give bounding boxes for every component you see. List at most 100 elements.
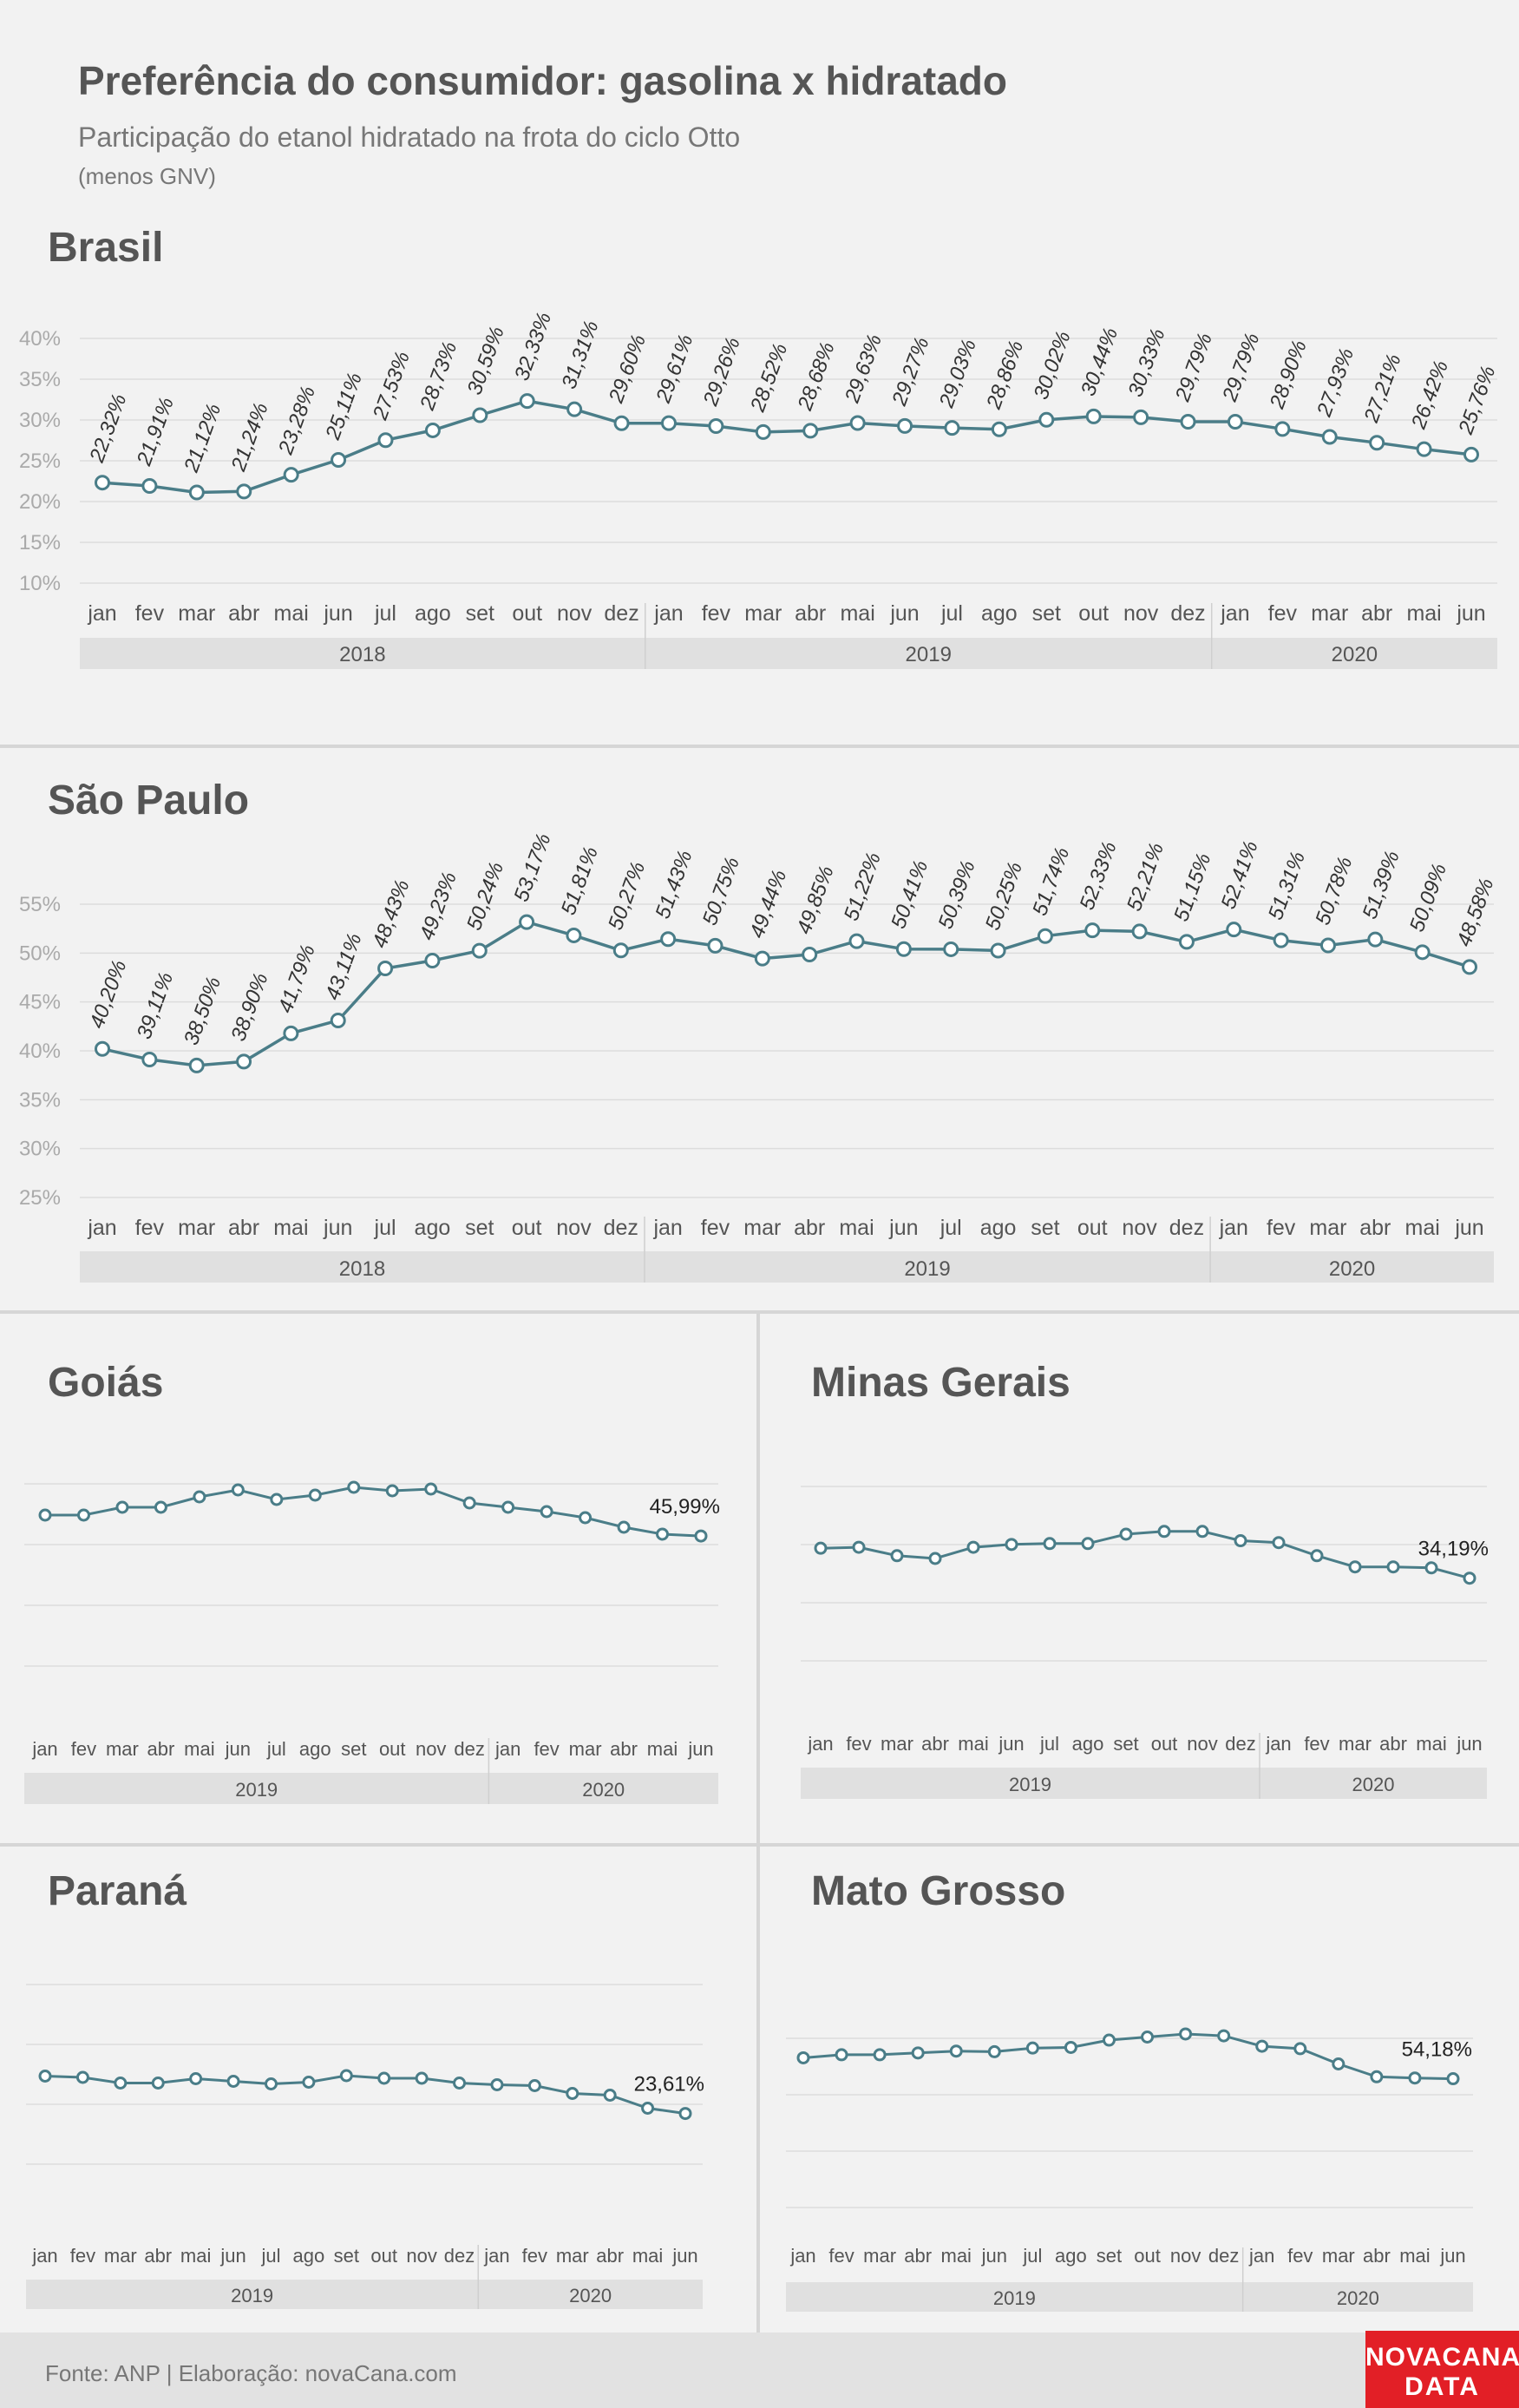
mato-grosso-x-label: ago — [1055, 2245, 1087, 2267]
mato-grosso-x-label: fev — [828, 2245, 854, 2267]
panel-title-sao-paulo: São Paulo — [48, 778, 250, 823]
brasil-ytick-label: 35% — [19, 368, 61, 391]
parana-data-point — [302, 2076, 316, 2089]
brasil-data-point — [1274, 421, 1291, 437]
brasil-x-label: out — [1078, 601, 1109, 626]
sao-paulo-data-label: 52,41% — [1217, 838, 1263, 913]
minas-gerais-x-label: set — [1113, 1733, 1138, 1755]
sao-paulo-x-label: fev — [1267, 1216, 1296, 1240]
minas-gerais-data-point — [1081, 1537, 1095, 1551]
minas-gerais-x-label: out — [1151, 1733, 1178, 1755]
mato-grosso-data-point — [873, 2048, 887, 2062]
mato-grosso-x-label: abr — [1363, 2245, 1391, 2267]
mato-grosso-data-point — [1217, 2029, 1231, 2043]
sao-paulo-x-label: mai — [839, 1216, 874, 1240]
goias-data-point — [231, 1483, 245, 1497]
brasil-data-point — [944, 420, 960, 436]
mato-grosso-x-label: jan — [1248, 2245, 1274, 2267]
parana-year-label: 2019 — [231, 2285, 273, 2306]
goias-x-label: mar — [569, 1738, 602, 1760]
goias-x-label: jun — [687, 1738, 713, 1760]
sao-paulo-year-label: 2019 — [904, 1257, 950, 1281]
goias-data-point — [656, 1527, 670, 1541]
brasil-data-label: 25,11% — [321, 370, 367, 443]
minas-gerais-x-label: fev — [846, 1733, 871, 1755]
sao-paulo-data-point — [848, 933, 865, 949]
minas-gerais-x-label: nov — [1187, 1733, 1217, 1755]
sao-paulo-x-label: jan — [87, 1216, 116, 1240]
sao-paulo-data-point — [943, 941, 959, 957]
brasil-data-point — [519, 393, 535, 410]
sao-paulo-x-label: mar — [743, 1216, 781, 1240]
goias-x-label: out — [379, 1738, 406, 1760]
brasil-data-point — [236, 483, 252, 500]
sao-paulo-series-line — [101, 920, 1470, 1067]
minas-gerais-x-label: ago — [1072, 1733, 1104, 1755]
sao-paulo-data-point — [802, 947, 818, 963]
mato-grosso-data-point — [1064, 2040, 1077, 2054]
minas-gerais-year-label: 2019 — [1009, 1774, 1051, 1795]
parana-x-label: jul — [260, 2245, 280, 2267]
sao-paulo-data-label: 48,58% — [1452, 876, 1498, 950]
brasil-x-label: jun — [889, 601, 919, 626]
parana-x-label: jan — [483, 2245, 509, 2267]
brasil-data-label: 32,33% — [510, 309, 556, 384]
sao-paulo-x-label: nov — [1122, 1216, 1157, 1240]
minas-gerais-data-point — [1005, 1538, 1018, 1552]
sao-paulo-data-label: 53,17% — [509, 830, 555, 905]
parana-data-point — [75, 2070, 89, 2084]
goias-data-point — [38, 1508, 52, 1522]
mato-grosso-x-label: jun — [1439, 2245, 1465, 2267]
goias-data-point — [694, 1529, 708, 1543]
brasil-data-point — [1180, 413, 1196, 430]
brasil-x-label: dez — [604, 601, 638, 626]
parana-x-label: abr — [596, 2245, 624, 2267]
logo-line1: NOVACANA — [1365, 2343, 1519, 2372]
sao-paulo-x-label: mar — [178, 1216, 215, 1240]
sao-paulo-x-label: dez — [604, 1216, 638, 1240]
parana-year-band — [26, 2280, 703, 2309]
sao-paulo-data-point — [990, 942, 1006, 959]
parana-data-point — [415, 2071, 429, 2085]
minas-gerais-x-label: mai — [958, 1733, 988, 1755]
minas-gerais-x-label: jun — [1456, 1733, 1482, 1755]
sao-paulo-data-label: 50,27% — [604, 859, 650, 934]
page-subtitle: Participação do etanol hidratado na frot… — [78, 121, 741, 153]
sao-paulo-x-label: out — [1077, 1216, 1108, 1240]
sao-paulo-year-label: 2018 — [339, 1257, 385, 1281]
brasil-x-label: nov — [557, 601, 593, 626]
brasil-year-band — [80, 638, 1497, 669]
brasil-data-point — [708, 417, 724, 434]
sao-paulo-data-point — [1273, 932, 1289, 948]
parana-data-point — [226, 2075, 240, 2088]
minas-gerais-data-point — [1424, 1561, 1438, 1575]
sao-paulo-data-point — [424, 953, 441, 969]
brasil-ytick-label: 40% — [19, 327, 61, 351]
brasil-data-point — [95, 475, 110, 491]
brasil-data-label: 22,32% — [85, 391, 132, 467]
mato-grosso-x-label: mar — [863, 2245, 896, 2267]
brasil-data-label: 27,53% — [368, 349, 415, 424]
sao-paulo-data-point — [377, 961, 394, 977]
brasil-data-point — [1463, 446, 1479, 463]
sao-paulo-data-label: 51,31% — [1264, 849, 1310, 923]
parana-x-label: out — [370, 2245, 397, 2267]
minas-gerais-data-point — [1119, 1527, 1133, 1541]
goias-x-label: abr — [610, 1738, 638, 1760]
brasil-data-point — [991, 421, 1007, 437]
mato-grosso-data-point — [1141, 2031, 1155, 2044]
sao-paulo-data-point — [519, 914, 535, 930]
sao-paulo-x-label: jan — [1219, 1216, 1248, 1240]
brasil-data-point — [849, 415, 866, 431]
goias-x-label: mai — [184, 1738, 214, 1760]
minas-gerais-x-label: mai — [1416, 1733, 1446, 1755]
minas-gerais-x-label: abr — [921, 1733, 949, 1755]
sao-paulo-data-label: 51,81% — [557, 843, 603, 918]
parana-data-point — [678, 2107, 692, 2121]
parana-data-point — [641, 2102, 655, 2115]
parana-data-point — [38, 2070, 52, 2083]
footer-source: Fonte: ANP | Elaboração: novaCana.com — [45, 2360, 457, 2386]
mato-grosso-x-label: abr — [904, 2245, 932, 2267]
minas-gerais-year-band — [801, 1768, 1487, 1799]
minas-gerais-year-label: 2020 — [1352, 1774, 1395, 1795]
